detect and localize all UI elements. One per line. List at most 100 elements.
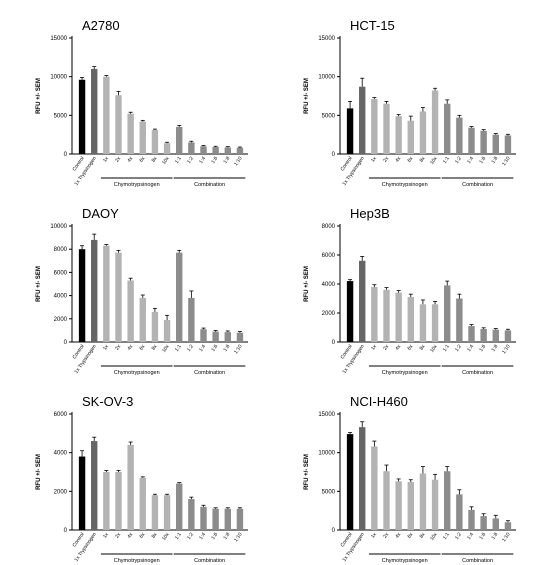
bar: [492, 134, 499, 154]
bar: [115, 252, 122, 342]
bar: [103, 245, 110, 342]
bar: [103, 76, 110, 154]
x-tick-label: 2x: [114, 155, 122, 163]
error-bar: [408, 115, 413, 121]
error-bar: [396, 114, 401, 117]
bar: [346, 108, 354, 154]
y-axis-label: RFU +/- SEM: [36, 454, 42, 490]
error-bar: [420, 466, 425, 474]
y-tick-label: 4000: [322, 282, 336, 288]
x-tick-label: 1:8: [491, 344, 500, 353]
error-bar: [165, 314, 170, 320]
x-tick-label: 1:2: [186, 532, 195, 541]
x-tick-label: 1:4: [198, 156, 207, 165]
error-bar: [92, 233, 97, 240]
bar: [419, 473, 427, 530]
group-label: Combination: [194, 558, 225, 564]
x-tick-label: 6x: [138, 343, 146, 351]
error-bar: [457, 293, 462, 299]
x-tick-label: 6x: [406, 531, 414, 539]
bar: [431, 479, 439, 530]
group-label: Chymotrypsinogen: [382, 370, 428, 376]
x-tick-label: 4x: [394, 531, 402, 539]
x-tick-label: 6x: [138, 155, 146, 163]
error-bar: [140, 476, 145, 478]
group-label: Combination: [194, 182, 225, 188]
error-bar: [372, 440, 377, 447]
x-tick-label: 6x: [138, 531, 146, 539]
bar: [383, 471, 390, 530]
group-label: Combination: [194, 370, 225, 376]
error-bar: [116, 470, 121, 472]
bar: [91, 68, 98, 154]
x-tick-label: 1:4: [466, 532, 475, 541]
y-axis-label: RFU +/- SEM: [304, 454, 310, 490]
y-tick-label: 8000: [322, 224, 336, 230]
bar: [419, 111, 427, 154]
x-tick-label: 1:2: [186, 156, 195, 165]
chart-title: SK-OV-3: [82, 394, 133, 409]
x-tick-label: 1:10: [501, 532, 512, 544]
error-bar: [104, 244, 109, 246]
bar: [151, 311, 159, 342]
error-bar: [469, 126, 474, 128]
x-tick-label: 10x: [429, 155, 439, 165]
bar: [188, 297, 195, 342]
error-bar: [177, 124, 182, 127]
bar: [468, 509, 475, 530]
x-tick-label: 1:6: [210, 344, 219, 353]
bar: [139, 297, 146, 342]
bar: [176, 252, 183, 342]
x-tick-label: 1:6: [210, 156, 219, 165]
x-tick-label: 1:4: [198, 532, 207, 541]
chart-title: NCI-H460: [350, 394, 408, 409]
x-tick-label: 1:1: [442, 344, 451, 353]
bar: [444, 471, 451, 530]
chart-title: DAOY: [82, 206, 119, 221]
x-tick-label: 1:2: [454, 344, 463, 353]
error-bar: [189, 140, 194, 143]
y-tick-label: 15000: [318, 412, 335, 418]
bar: [468, 326, 475, 342]
bar: [163, 143, 171, 154]
error-bar: [140, 119, 145, 122]
error-bar: [505, 133, 510, 136]
group-label: Chymotrypsinogen: [114, 558, 160, 564]
error-bar: [469, 324, 474, 327]
bar: [188, 499, 195, 530]
error-bar: [80, 245, 85, 250]
x-tick-label: 1:10: [233, 156, 244, 168]
x-tick-label: 8x: [151, 343, 159, 351]
error-bar: [92, 66, 97, 69]
bar: [127, 113, 134, 154]
x-tick-label: 1:1: [174, 532, 183, 541]
chart-title: Hep3B: [350, 206, 390, 221]
x-tick-label: 1:8: [491, 532, 500, 541]
bar: [212, 147, 219, 154]
error-bar: [225, 146, 230, 148]
error-bar: [116, 90, 121, 96]
y-tick-label: 0: [64, 528, 68, 534]
x-tick-label: 1:10: [501, 156, 512, 168]
error-bar: [481, 129, 486, 131]
y-tick-label: 10000: [318, 451, 335, 457]
error-bar: [384, 287, 389, 290]
y-tick-label: 0: [332, 528, 336, 534]
x-tick-label: 1:8: [491, 156, 500, 165]
error-bar: [493, 328, 498, 330]
error-bar: [165, 141, 170, 144]
error-bar: [493, 514, 498, 519]
bar: [359, 86, 366, 154]
error-bar: [348, 101, 353, 109]
error-bar: [505, 520, 510, 523]
group-label: Chymotrypsinogen: [382, 558, 428, 564]
x-tick-label: 1:8: [223, 344, 232, 353]
x-tick-label: 1:8: [223, 156, 232, 165]
error-bar: [237, 331, 242, 333]
x-tick-label: 1:1: [442, 532, 451, 541]
bar: [151, 130, 159, 154]
x-tick-label: 8x: [151, 155, 159, 163]
error-bar: [116, 249, 121, 253]
x-tick-label: 1:8: [223, 532, 232, 541]
